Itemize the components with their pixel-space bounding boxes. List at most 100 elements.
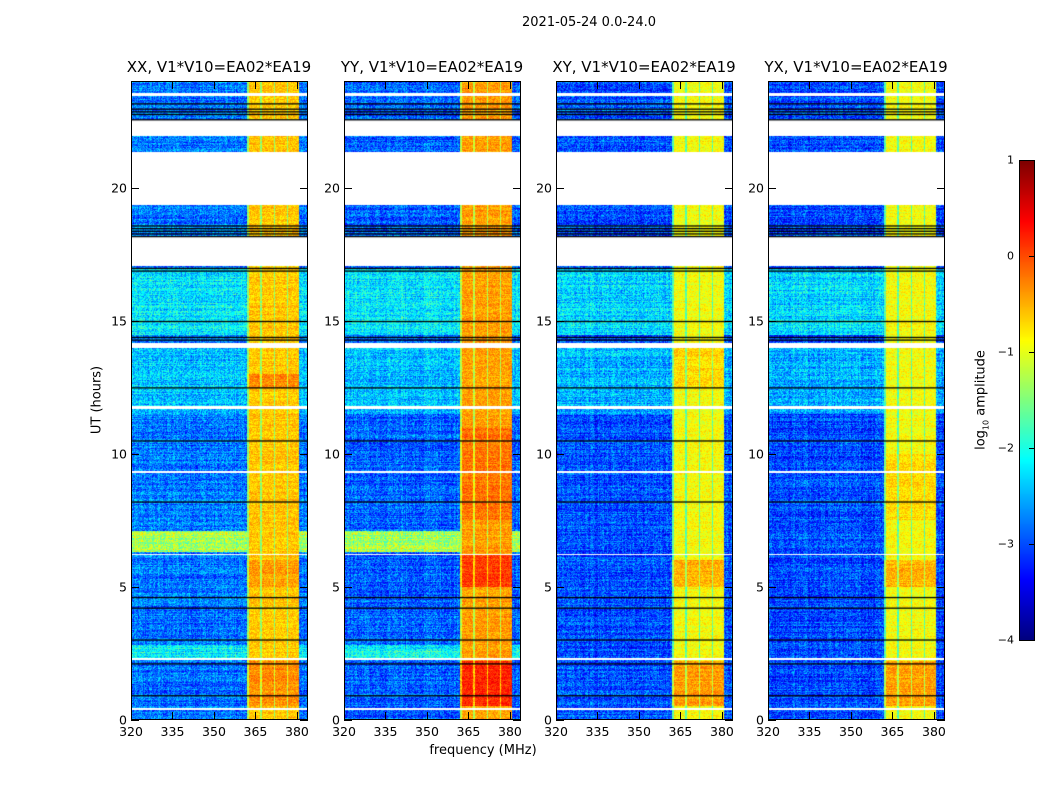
x-tick-label: 350: [415, 724, 439, 739]
spectrogram-heatmap: [557, 82, 732, 719]
x-tick-mark: [892, 712, 894, 720]
colorbar-tick-label: 0: [1007, 249, 1014, 263]
x-tick-label: 365: [456, 724, 481, 739]
y-tick-label: 15: [111, 313, 127, 329]
x-tick-mark: [597, 81, 599, 89]
x-tick-mark: [131, 81, 132, 89]
x-tick-mark: [468, 712, 470, 720]
y-tick-label: 20: [748, 180, 764, 195]
spectrogram-panel-2: [556, 81, 733, 720]
x-tick-label: 335: [585, 724, 610, 739]
x-tick-mark: [213, 81, 215, 89]
y-tick-mark: [131, 320, 139, 322]
x-tick-label: 365: [243, 724, 268, 739]
x-tick-mark: [385, 712, 387, 720]
x-tick-label: 335: [160, 724, 185, 739]
colorbar-gradient: [1020, 161, 1034, 640]
x-tick-mark: [638, 81, 640, 89]
panel-title: YY, V1*V10=EA02*EA19: [340, 58, 524, 76]
y-tick-label: 15: [748, 313, 764, 329]
y-tick-label: 0: [756, 712, 764, 728]
colorbar-label-sub: 10: [981, 419, 991, 431]
spectrogram-heatmap: [345, 82, 520, 719]
colorbar-label-rest: amplitude: [973, 350, 989, 420]
y-tick-label: 0: [544, 712, 552, 728]
x-tick-mark: [556, 81, 557, 89]
y-tick-mark: [344, 453, 352, 455]
x-tick-mark: [680, 81, 682, 89]
x-tick-label: 365: [668, 724, 693, 739]
x-tick-mark: [933, 81, 935, 89]
y-tick-mark: [937, 453, 945, 455]
y-tick-label: 10: [324, 446, 340, 462]
x-tick-mark: [509, 81, 511, 89]
y-tick-mark: [344, 586, 352, 588]
y-tick-mark: [300, 586, 308, 588]
y-tick-mark: [513, 320, 521, 322]
y-tick-mark: [131, 720, 139, 721]
x-tick-label: 335: [373, 724, 398, 739]
colorbar-tick-label: 1: [1007, 153, 1014, 167]
x-tick-mark: [172, 81, 174, 89]
y-tick-mark: [725, 720, 733, 721]
y-tick-mark: [300, 320, 308, 322]
spectrogram-panel-0: [131, 81, 308, 720]
colorbar-tick-label: −1: [997, 345, 1014, 359]
x-tick-mark: [172, 712, 174, 720]
y-tick-mark: [556, 453, 564, 455]
x-tick-mark: [426, 712, 428, 720]
y-tick-mark: [300, 187, 308, 189]
x-tick-label: 350: [839, 724, 863, 739]
x-tick-mark: [809, 81, 811, 89]
y-axis-label: UT (hours): [89, 365, 105, 435]
colorbar-tick-mark: [1029, 448, 1034, 449]
x-tick-mark: [385, 81, 387, 89]
x-tick-mark: [809, 712, 811, 720]
panel-title: XY, V1*V10=EA02*EA19: [552, 58, 736, 76]
x-tick-mark: [255, 712, 257, 720]
spectrogram-heatmap: [132, 82, 307, 719]
x-tick-label: 320: [332, 724, 356, 739]
y-tick-label: 5: [756, 579, 764, 595]
x-tick-mark: [556, 712, 557, 720]
colorbar-tick-label: −2: [997, 441, 1014, 455]
y-tick-mark: [768, 187, 776, 189]
y-tick-mark: [725, 586, 733, 588]
y-tick-mark: [768, 320, 776, 322]
x-tick-mark: [850, 81, 852, 89]
x-tick-mark: [509, 712, 511, 720]
y-tick-mark: [131, 187, 139, 189]
x-tick-mark: [933, 712, 935, 720]
colorbar-tick-mark: [1029, 160, 1034, 161]
panel-title: YX, V1*V10=EA02*EA19: [764, 58, 948, 76]
y-tick-label: 10: [748, 446, 764, 462]
x-tick-label: 380: [922, 724, 946, 739]
x-tick-mark: [255, 81, 257, 89]
x-tick-label: 320: [544, 724, 568, 739]
colorbar-tick-mark: [1029, 256, 1034, 257]
y-tick-label: 0: [119, 712, 127, 728]
x-tick-label: 350: [202, 724, 226, 739]
y-tick-label: 0: [332, 712, 340, 728]
x-tick-label: 320: [756, 724, 780, 739]
spectrogram-heatmap: [769, 82, 944, 719]
x-tick-mark: [296, 712, 298, 720]
spectrogram-panel-3: [768, 81, 945, 720]
x-tick-mark: [721, 712, 723, 720]
x-tick-label: 350: [627, 724, 651, 739]
y-tick-label: 20: [324, 180, 340, 195]
y-tick-label: 20: [111, 180, 127, 195]
y-tick-mark: [513, 586, 521, 588]
y-tick-label: 10: [111, 446, 127, 462]
y-tick-mark: [513, 720, 521, 721]
spectrogram-panel-1: [344, 81, 521, 720]
y-tick-label: 20: [536, 180, 552, 195]
x-axis-label: frequency (MHz): [429, 743, 537, 758]
y-tick-label: 10: [536, 446, 552, 462]
x-tick-label: 380: [498, 724, 522, 739]
x-tick-label: 380: [710, 724, 734, 739]
x-tick-label: 380: [285, 724, 309, 739]
y-tick-mark: [131, 453, 139, 455]
x-tick-mark: [131, 712, 132, 720]
x-tick-mark: [768, 81, 769, 89]
